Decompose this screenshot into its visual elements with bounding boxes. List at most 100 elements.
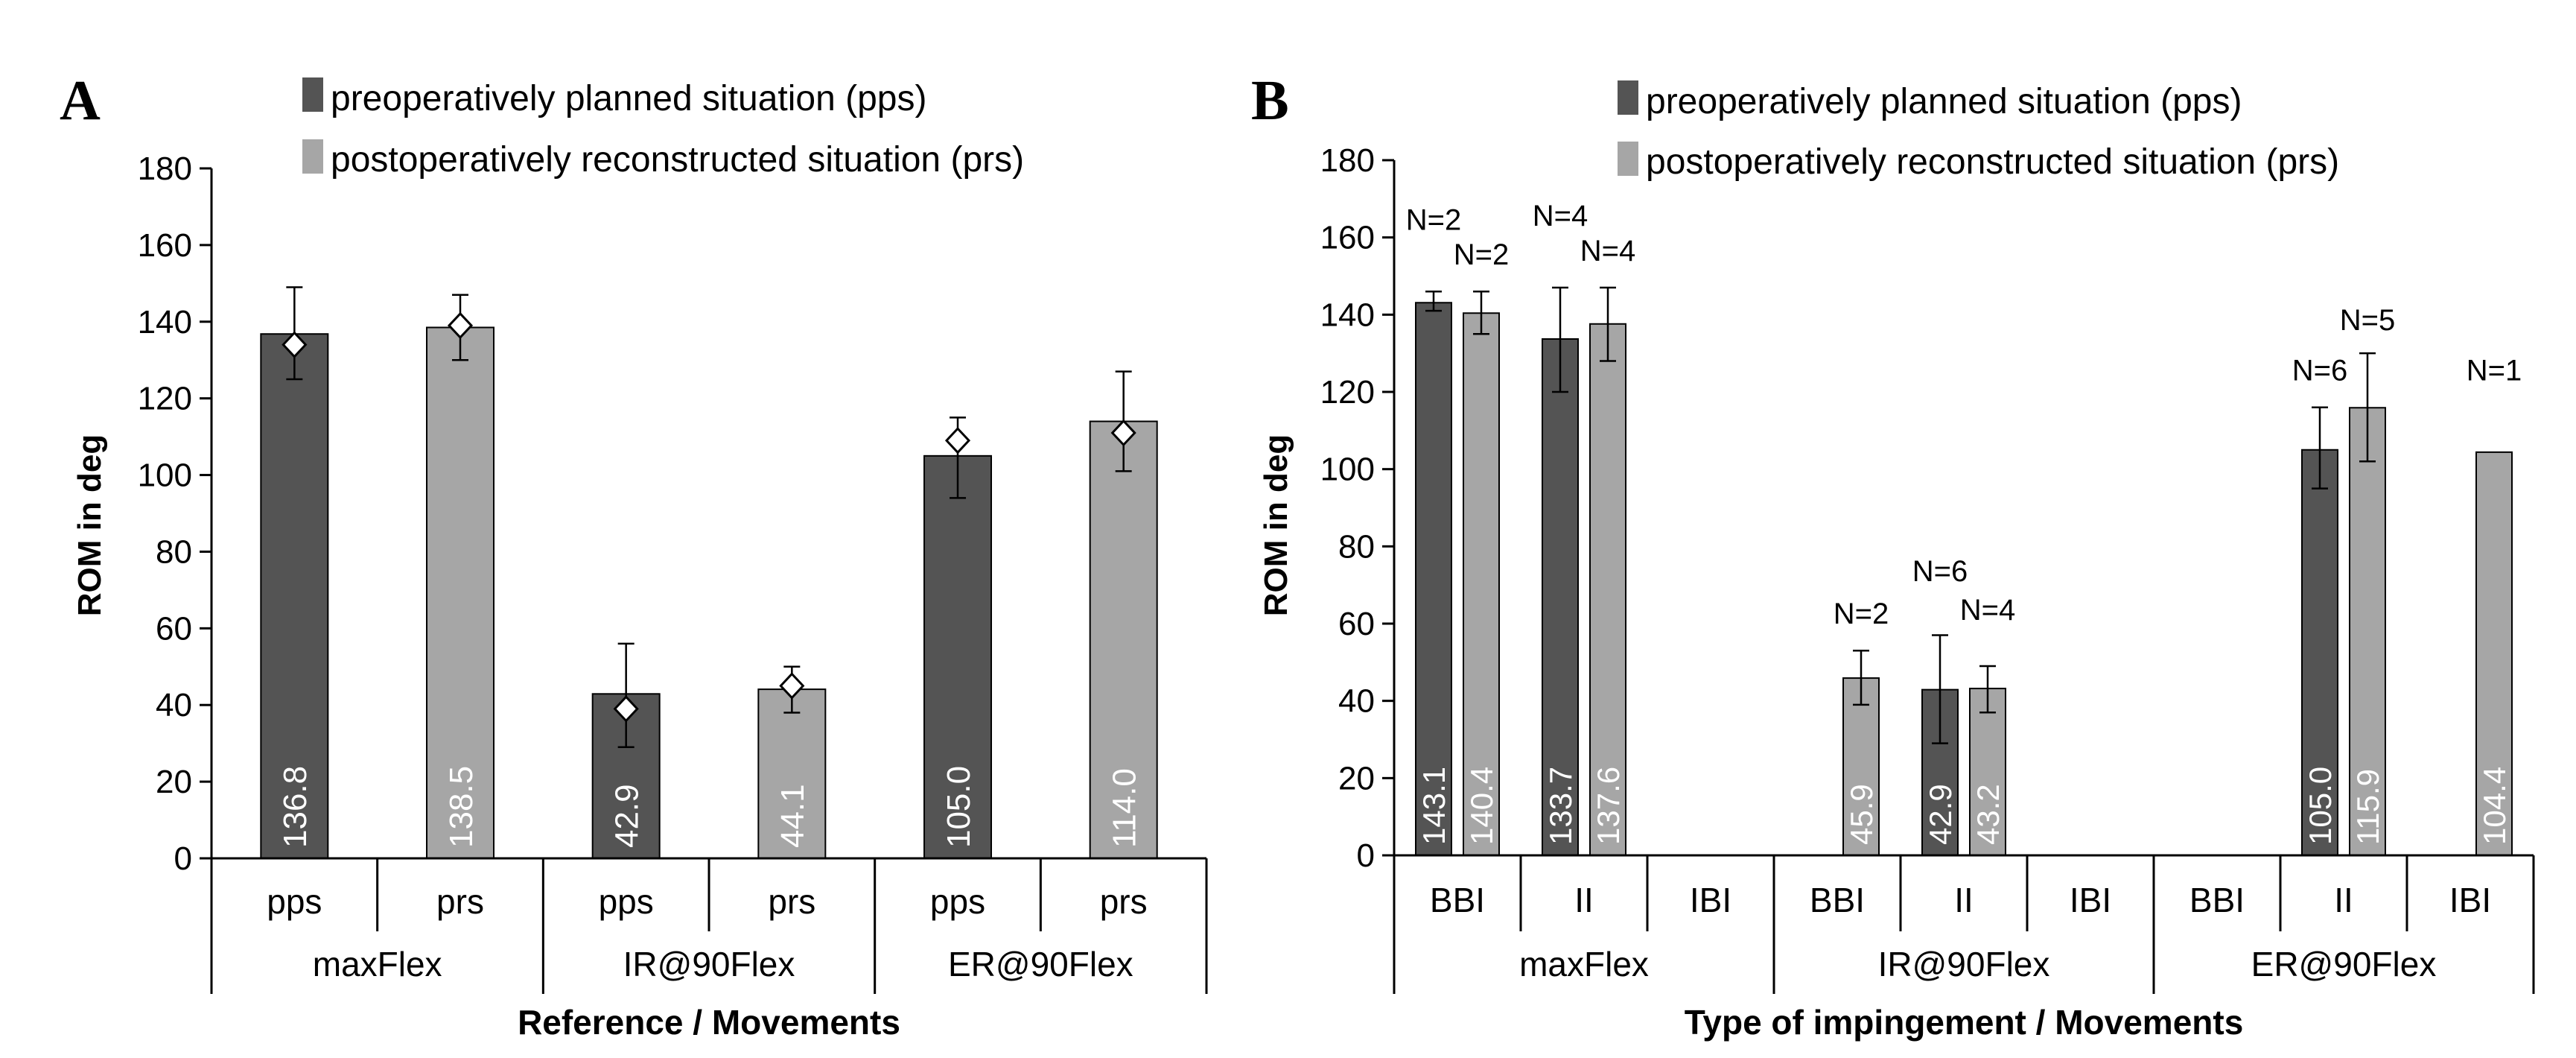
panel-b-letter: B (1251, 69, 1289, 132)
panel-b: B preoperatively planned situation (pps)… (1251, 69, 2535, 1042)
bar-value-label: 133.7 (1543, 767, 1578, 845)
x-group-label: IR@90Flex (623, 945, 795, 983)
mean-marker (1110, 419, 1136, 447)
y-tick-label: 40 (156, 687, 192, 723)
bar-prs (1463, 312, 1500, 856)
mean-marker (447, 311, 474, 340)
y-tick-label: 140 (1320, 297, 1375, 333)
y-tick-label: 20 (156, 764, 192, 800)
bar-value-label: 114.0 (1107, 768, 1143, 848)
n-label: N=5 (2340, 304, 2396, 337)
panel-a: A preoperatively planned situation (pps)… (60, 69, 1208, 1042)
n-label: N=2 (1454, 238, 1510, 271)
bar-value-label: 42.9 (609, 784, 646, 848)
bar-value-label: 105.0 (941, 766, 977, 848)
x-category-label: II (1574, 881, 1594, 919)
x-category-label: IBI (2449, 881, 2491, 919)
legend-pps-label: preoperatively planned situation (pps) (331, 79, 926, 118)
n-label: N=4 (1960, 594, 2016, 627)
bar-pps (2301, 449, 2338, 856)
bar-value-label: 136.8 (277, 766, 314, 848)
legend-pps-swatch (302, 77, 323, 112)
y-tick-label: 80 (1338, 528, 1375, 565)
x-category-label: IBI (2070, 881, 2111, 919)
x-category-label: BBI (1810, 881, 1865, 919)
x-axis-label: Type of impingement / Movements (1685, 1003, 2244, 1042)
bar-value-label: 115.9 (2350, 769, 2385, 845)
n-label: N=1 (2467, 354, 2522, 387)
n-label: N=6 (1912, 555, 1968, 588)
bar-value-label: 42.9 (1923, 784, 1958, 845)
panel-a-letter: A (60, 69, 101, 132)
bar-value-label: 140.4 (1464, 767, 1499, 845)
x-category-label: prs (1100, 882, 1148, 921)
bar-pps (923, 454, 993, 859)
y-tick-label: 160 (138, 227, 192, 264)
y-tick-label: 20 (1338, 760, 1375, 796)
x-group-label: maxFlex (313, 945, 442, 983)
x-axis-categories: BBI II IBI BBI II IBI BBI II IBI maxFlex IR@90Flex… (1393, 855, 2535, 994)
bar-value-label: 137.6 (1591, 767, 1626, 845)
mean-marker (944, 427, 971, 454)
bar-value-label: 143.1 (1416, 767, 1451, 845)
y-tick-label: 60 (1338, 606, 1375, 642)
y-axis-ticks: 0 20 40 60 80 100 120 140 160 180 (138, 151, 213, 877)
bar-prs (757, 688, 827, 859)
y-tick-label: 100 (1320, 452, 1375, 488)
legend-pps-label: preoperatively planned situation (pps) (1646, 82, 2242, 121)
n-label: N=4 (1580, 235, 1636, 267)
y-tick-label: 60 (156, 610, 192, 647)
y-tick-label: 180 (138, 151, 192, 187)
x-category-label: II (2334, 881, 2353, 919)
y-tick-label: 100 (138, 457, 192, 494)
x-category-label: BBI (2189, 881, 2245, 919)
bar-prs (2475, 451, 2513, 856)
x-group-label: IR@90Flex (1878, 945, 2050, 983)
bar-value-label: 45.9 (1844, 784, 1879, 845)
bar-value-label: 104.4 (2477, 767, 2512, 845)
y-tick-label: 180 (1320, 142, 1375, 179)
x-category-label: pps (599, 882, 654, 921)
bar-prs (1589, 323, 1626, 857)
bar-pps (1415, 302, 1452, 856)
y-tick-label: 160 (1320, 220, 1375, 256)
n-label: N=2 (1834, 598, 1889, 630)
x-category-label: IBI (1690, 881, 1731, 919)
bar-prs (2349, 407, 2386, 856)
mean-marker (779, 672, 805, 700)
bar-value-label: 105.0 (2303, 767, 2338, 845)
x-category-label: BBI (1430, 881, 1485, 919)
bar-prs (1969, 688, 2006, 857)
mean-marker (613, 695, 639, 723)
bar-value-label: 43.2 (1971, 784, 2006, 845)
x-axis-categories: pps prs pps prs pps prs maxFlex IR@90Flex ER@90F… (210, 858, 1208, 994)
y-tick-label: 0 (1357, 837, 1375, 874)
n-label: N=2 (1406, 203, 1462, 236)
x-group-label: ER@90Flex (2251, 945, 2437, 983)
bar-pps (260, 333, 329, 859)
y-tick-label: 120 (138, 381, 192, 417)
x-category-label: prs (768, 882, 815, 921)
mean-marker (282, 331, 308, 358)
y-tick-label: 120 (1320, 374, 1375, 411)
bars: 143.1 N=2 140.4 N=2 133.7 N=4 137.6 N=4 42.9 N=6 4… (1406, 200, 2522, 857)
bar-prs (1089, 420, 1158, 859)
legend-prs-swatch (1618, 142, 1638, 176)
y-tick-label: 140 (138, 304, 192, 340)
legend-prs-swatch (302, 139, 323, 174)
x-category-label: II (1954, 881, 1974, 919)
legend-pps-swatch (1618, 80, 1638, 115)
legend-prs-label: postoperatively reconstructed situation … (331, 140, 1024, 180)
y-axis-ticks: 0 20 40 60 80 100 120 140 160 180 (1320, 142, 1396, 874)
y-tick-label: 80 (156, 533, 192, 570)
y-tick-label: 0 (174, 840, 192, 877)
y-axis-label: ROM in deg (71, 434, 108, 616)
y-axis-label: ROM in deg (1258, 434, 1294, 616)
legend-prs-label: postoperatively reconstructed situation … (1646, 142, 2339, 182)
n-label: N=4 (1533, 200, 1588, 232)
x-category-label: pps (930, 882, 985, 921)
x-group-label: maxFlex (1519, 945, 1649, 983)
bar-value-label: 44.1 (775, 784, 811, 848)
n-label: N=6 (2292, 354, 2348, 387)
